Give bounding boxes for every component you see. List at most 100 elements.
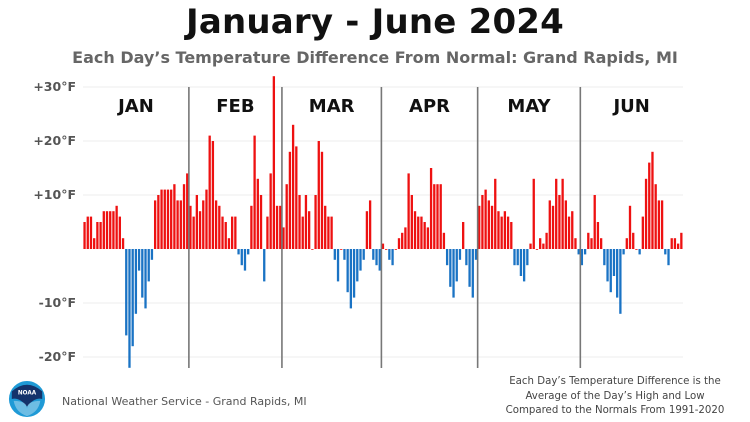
day-bar [625, 238, 628, 249]
day-bar [436, 184, 439, 249]
day-bar [192, 216, 195, 249]
day-bar [462, 222, 465, 249]
day-bar [391, 249, 394, 266]
day-bar [349, 249, 353, 309]
day-bar [673, 238, 677, 249]
day-bar [195, 195, 199, 249]
day-bar [455, 249, 458, 282]
day-bar [417, 216, 420, 249]
day-bar [603, 249, 606, 266]
source-credit: National Weather Service - Grand Rapids,… [62, 395, 307, 408]
day-bar [247, 249, 250, 255]
day-bar [497, 211, 500, 249]
day-bar [134, 249, 138, 314]
day-bar [336, 249, 340, 282]
chart-subtitle: Each Day’s Temperature Difference From N… [72, 48, 678, 67]
day-bar [83, 222, 86, 249]
day-bar [442, 232, 446, 249]
day-bar [439, 184, 442, 249]
day-bar [539, 238, 542, 249]
day-bar [535, 249, 539, 250]
note-line-1: Each Day’s Temperature Difference is the [509, 376, 721, 387]
day-bar [397, 238, 401, 249]
day-bar [660, 200, 664, 249]
day-bar [519, 249, 523, 276]
day-bar [343, 249, 346, 260]
day-bar [150, 249, 154, 260]
day-bar [356, 249, 359, 282]
day-bar [176, 200, 179, 249]
day-bar [279, 205, 282, 249]
day-bar [144, 249, 147, 309]
y-tick-label: -10°F [39, 295, 76, 310]
day-bar [619, 249, 622, 314]
y-tick-label: +30°F [33, 79, 76, 94]
day-bar [410, 195, 413, 249]
day-bar [657, 200, 661, 249]
day-bar [340, 249, 343, 250]
chart-title: January - June 2024 [185, 2, 565, 42]
day-bar [125, 249, 128, 336]
day-bar [93, 238, 96, 249]
day-bar [474, 249, 478, 260]
day-bar [394, 249, 397, 250]
day-bar [282, 227, 285, 249]
day-bar [609, 249, 612, 293]
day-bar [291, 124, 295, 249]
day-bar [324, 205, 327, 249]
day-bar [333, 249, 336, 260]
day-bar [198, 211, 202, 249]
day-bar [487, 200, 490, 249]
day-bar [314, 195, 317, 249]
day-bar [96, 222, 99, 249]
day-bar [128, 249, 131, 368]
day-bar [179, 200, 182, 249]
month-label: MAY [507, 96, 551, 117]
day-bar [445, 249, 449, 266]
day-bar [115, 205, 118, 249]
day-bar [372, 249, 375, 260]
day-bar [298, 195, 301, 249]
day-bar [465, 249, 468, 266]
day-bar [413, 211, 417, 249]
day-bar [243, 249, 247, 271]
day-bar [551, 205, 555, 249]
day-bar [632, 232, 635, 249]
day-bar [266, 216, 269, 249]
day-bar [500, 216, 503, 249]
day-bar [433, 184, 436, 249]
day-bar [577, 249, 580, 255]
y-tick-label: +20°F [33, 133, 76, 148]
note-line-3: Compared to the Normals From 1991-2020 [505, 405, 725, 416]
day-bar [170, 189, 173, 249]
day-bar [205, 189, 208, 249]
day-bar [214, 200, 218, 249]
day-bar [587, 232, 590, 249]
day-bar [365, 211, 369, 249]
day-bar [307, 211, 311, 249]
day-bar [423, 222, 426, 249]
day-bar [378, 249, 381, 271]
day-bar [401, 232, 404, 249]
day-bar [137, 249, 141, 271]
day-bar [529, 243, 532, 249]
day-bar [381, 243, 385, 249]
day-bar [202, 200, 205, 249]
day-bar [256, 178, 259, 249]
day-bar [583, 249, 587, 255]
day-bar [526, 249, 529, 266]
day-bar [275, 205, 279, 249]
day-bar [250, 205, 253, 249]
day-bar [404, 227, 407, 249]
day-bar [638, 249, 641, 255]
day-bar [555, 178, 558, 249]
day-bar [317, 141, 320, 249]
day-bar [253, 135, 256, 249]
day-bar [676, 243, 680, 249]
day-bar [327, 216, 330, 249]
day-bar [182, 184, 186, 249]
day-bar [548, 200, 551, 249]
day-bar [532, 178, 535, 249]
day-bar [651, 151, 654, 249]
day-bar [468, 249, 471, 287]
